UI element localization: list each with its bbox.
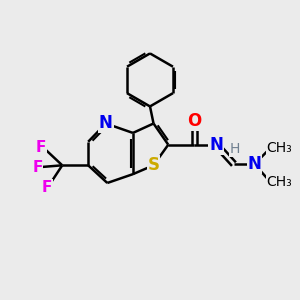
Text: S: S [148, 156, 160, 174]
Text: N: N [248, 155, 262, 173]
Text: CH₃: CH₃ [267, 176, 292, 189]
Text: N: N [209, 136, 223, 154]
Text: CH₃: CH₃ [267, 141, 292, 154]
Text: F: F [42, 180, 52, 195]
Text: F: F [36, 140, 46, 155]
Text: F: F [32, 160, 43, 175]
Text: H: H [229, 142, 240, 156]
Text: O: O [187, 112, 201, 130]
Text: N: N [99, 115, 113, 133]
